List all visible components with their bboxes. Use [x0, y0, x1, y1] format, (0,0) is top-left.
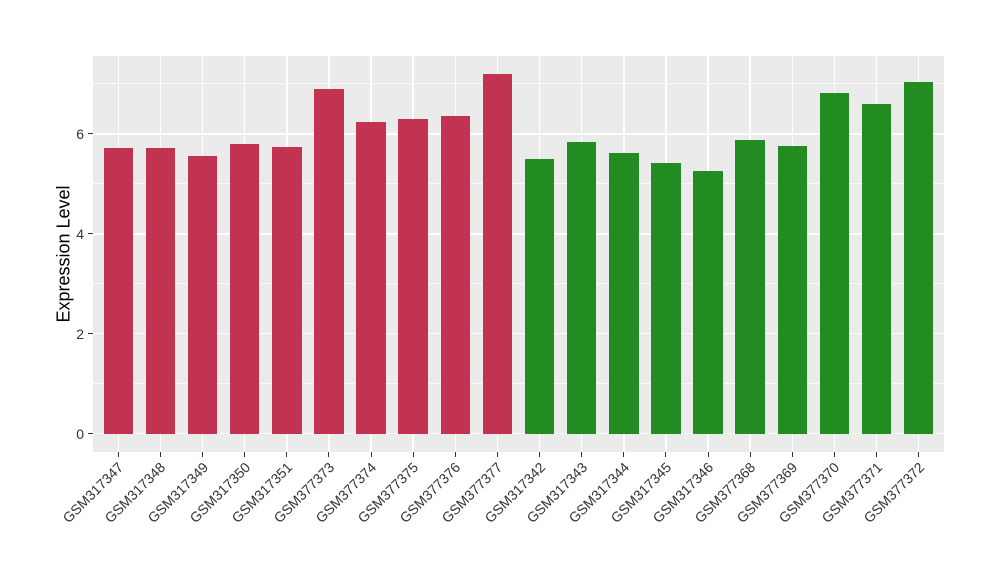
bar-GSM377370 [819, 92, 850, 434]
gridline-major-horizontal [93, 133, 944, 135]
y-axis-tick-mark [88, 333, 93, 335]
x-axis-tick-mark [328, 452, 330, 457]
y-axis-title: Expression Level [53, 185, 74, 323]
gridline-major-horizontal [93, 233, 944, 235]
x-axis-tick-mark [117, 452, 119, 457]
bar-GSM317344 [609, 153, 639, 434]
bar-GSM377368 [735, 139, 765, 434]
bar-GSM377375 [398, 119, 428, 434]
x-axis-tick-mark [918, 452, 920, 457]
bar-GSM377376 [440, 116, 471, 434]
bar-GSM317348 [145, 148, 176, 434]
bar-GSM377377 [482, 74, 513, 434]
y-tick-label: 2 [76, 325, 84, 342]
bar-GSM317350 [229, 144, 260, 434]
x-axis-tick-mark [749, 452, 751, 457]
bar-GSM377373 [314, 88, 344, 434]
gridline-major-horizontal [93, 432, 944, 435]
y-axis-tick-mark [88, 433, 93, 435]
x-axis-tick-mark [496, 452, 498, 457]
gridline-minor-horizontal [93, 83, 944, 85]
bar-GSM317347 [103, 147, 134, 434]
x-axis-tick-mark [707, 452, 709, 457]
x-axis-tick-mark [876, 452, 878, 457]
y-tick-label: 6 [76, 125, 84, 142]
bar-GSM377374 [356, 122, 386, 434]
gridline-minor-horizontal [93, 283, 944, 285]
bar-GSM317349 [187, 156, 218, 434]
x-axis-tick-mark [202, 452, 204, 457]
x-axis-tick-mark [791, 452, 793, 457]
x-axis-tick-mark [623, 452, 625, 457]
x-axis-tick-mark [244, 452, 246, 457]
bar-GSM377369 [777, 146, 808, 434]
x-axis-tick-mark [539, 452, 541, 457]
x-axis-tick-mark [833, 452, 835, 457]
y-tick-label: 0 [76, 425, 84, 442]
x-axis-tick-mark [665, 452, 667, 457]
gridline-minor-horizontal [93, 183, 944, 185]
bar-GSM317342 [524, 158, 555, 434]
x-axis-tick-mark [159, 452, 161, 457]
y-axis-tick-mark [88, 133, 93, 135]
gridline-minor-horizontal [93, 383, 944, 385]
x-axis-tick-mark [454, 452, 456, 457]
bar-GSM317345 [651, 163, 681, 434]
y-axis-tick-mark [88, 233, 93, 235]
x-axis-tick-mark [286, 452, 288, 457]
plot-panel [93, 56, 944, 452]
bar-GSM377372 [903, 81, 934, 434]
bar-GSM317351 [272, 147, 302, 434]
x-axis-tick-mark [370, 452, 372, 457]
bar-GSM317343 [566, 141, 597, 434]
gridline-major-horizontal [93, 332, 944, 335]
x-axis-tick-mark [581, 452, 583, 457]
bar-GSM377371 [861, 104, 892, 434]
x-axis-tick-mark [412, 452, 414, 457]
bar-GSM317346 [693, 170, 723, 434]
y-tick-label: 4 [76, 225, 84, 242]
